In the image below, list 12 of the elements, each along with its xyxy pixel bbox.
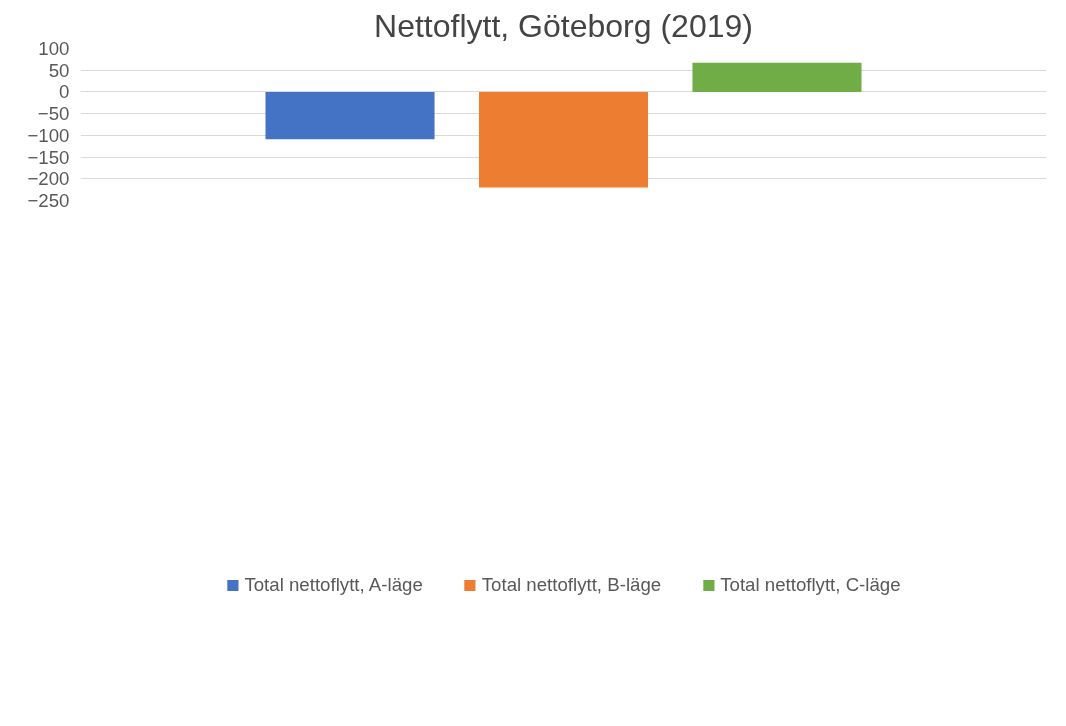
y-tick-label: 50	[48, 59, 70, 81]
y-tick-label: −150	[27, 146, 70, 168]
y-tick-label: 100	[38, 38, 70, 59]
y-tick-label: −50	[37, 103, 70, 125]
y-tick-label: −100	[27, 124, 70, 146]
legend-label: Total nettoflytt, C-läge	[720, 573, 901, 596]
chart-title: Nettoflytt, Göteborg (2019)	[374, 7, 753, 44]
y-tick-label: 0	[59, 81, 70, 103]
legend-label: Total nettoflytt, B-läge	[481, 573, 662, 596]
legend-label: Total nettoflytt, A-läge	[244, 573, 423, 596]
y-tick-label: −250	[27, 190, 70, 211]
y-tick-label: −200	[27, 168, 70, 190]
